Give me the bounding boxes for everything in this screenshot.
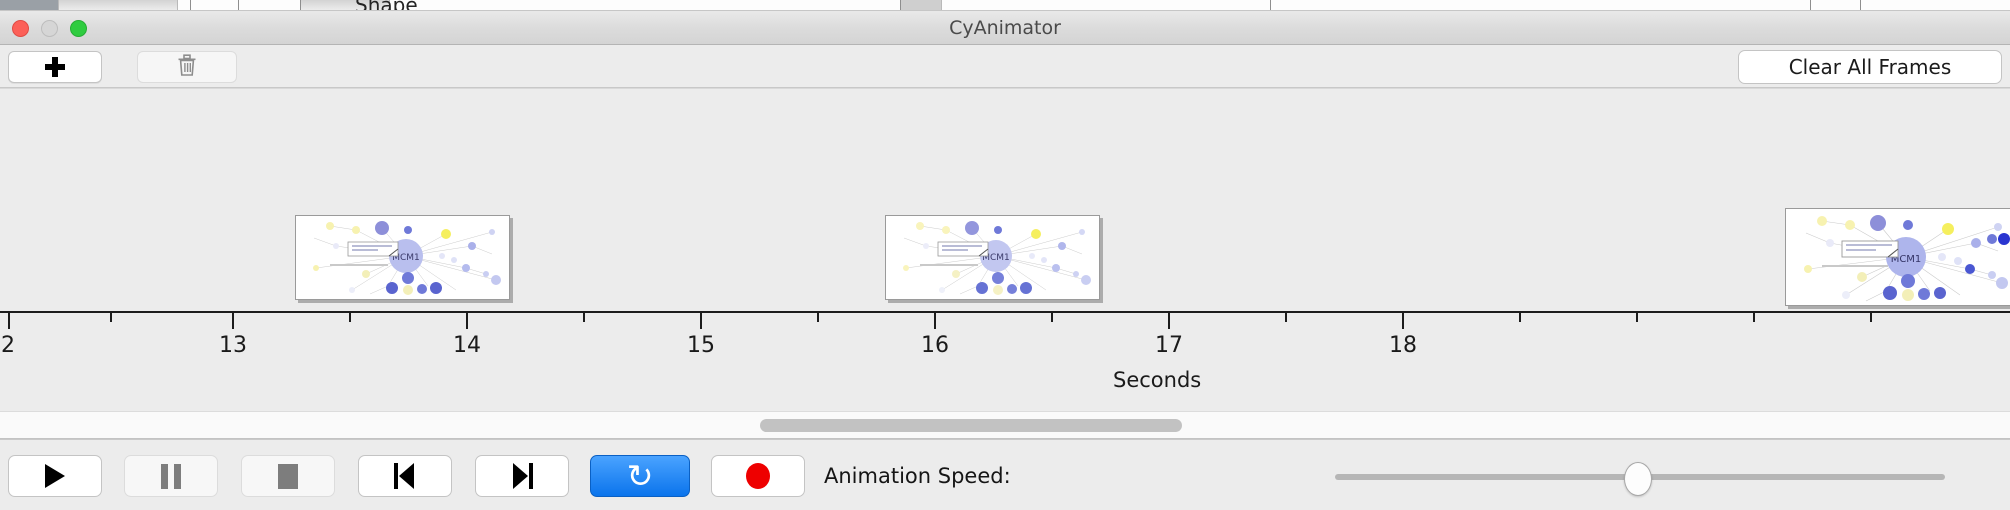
axis-tick-minor — [1519, 313, 1521, 322]
axis-tick-major — [934, 313, 936, 329]
timeline-panel[interactable]: MCM1 — [0, 88, 2010, 411]
playback-control-bar: ↻ Animation Speed: — [0, 439, 2010, 510]
axis-tick-minor — [1870, 313, 1872, 322]
axis-tick-label: 17 — [1155, 333, 1183, 358]
axis-tick-minor — [1051, 313, 1053, 322]
loop-button[interactable]: ↻ — [590, 455, 690, 497]
window-title: CyAnimator — [949, 17, 1061, 39]
skip-forward-icon — [509, 463, 535, 489]
svg-text:MCM1: MCM1 — [392, 253, 420, 263]
timeline-axis — [0, 311, 2010, 313]
axis-tick-minor — [349, 313, 351, 322]
close-button[interactable] — [12, 20, 29, 37]
add-frame-button[interactable] — [8, 51, 102, 83]
toolbar: Clear All Frames — [0, 45, 2010, 88]
timeline-scrollbar[interactable] — [0, 411, 2010, 439]
axis-tick-minor — [583, 313, 585, 322]
axis-tick-major — [1168, 313, 1170, 329]
loop-icon: ↻ — [626, 457, 654, 495]
record-icon — [746, 463, 770, 489]
timeline-frame-thumbnail[interactable]: MCM1 — [885, 215, 1100, 300]
axis-tick-minor — [817, 313, 819, 322]
background-window-strip: Shape — [0, 0, 2010, 11]
plus-icon — [45, 57, 65, 77]
skip-forward-button[interactable] — [475, 455, 569, 497]
animation-speed-label: Animation Speed: — [824, 464, 1011, 488]
axis-tick-minor — [1285, 313, 1287, 322]
skip-back-icon — [392, 463, 418, 489]
svg-text:MCM1: MCM1 — [1891, 254, 1922, 265]
minimize-button[interactable] — [41, 20, 58, 37]
axis-tick-major — [1402, 313, 1404, 329]
timeline-frame-thumbnail[interactable]: MCM1 — [1785, 208, 2010, 306]
axis-tick-label: 18 — [1389, 333, 1417, 358]
clear-all-frames-label: Clear All Frames — [1788, 55, 1952, 79]
timeline-frame-thumbnail[interactable]: MCM1 — [295, 215, 510, 300]
zoom-button[interactable] — [70, 20, 87, 37]
axis-tick-label: 15 — [687, 333, 715, 358]
axis-tick-minor — [1636, 313, 1638, 322]
pause-icon — [161, 463, 181, 489]
timeline-scrollbar-thumb[interactable] — [760, 419, 1182, 432]
axis-title: Seconds — [1113, 368, 1202, 392]
axis-tick-minor — [1753, 313, 1755, 322]
axis-tick-label: 2 — [1, 333, 15, 358]
stop-icon — [278, 463, 298, 489]
axis-tick-major — [232, 313, 234, 329]
svg-text:MCM1: MCM1 — [982, 253, 1010, 263]
background-window-text: Shape — [355, 0, 418, 11]
skip-back-button[interactable] — [358, 455, 452, 497]
trash-icon — [175, 52, 199, 82]
delete-frame-button[interactable] — [137, 51, 237, 83]
axis-tick-minor — [110, 313, 112, 322]
axis-tick-major — [466, 313, 468, 329]
clear-all-frames-button[interactable]: Clear All Frames — [1738, 50, 2002, 84]
axis-tick-major — [8, 313, 10, 329]
play-icon — [45, 464, 65, 488]
axis-tick-label: 16 — [921, 333, 949, 358]
axis-tick-label: 13 — [219, 333, 247, 358]
pause-button[interactable] — [124, 455, 218, 497]
animation-speed-slider-thumb[interactable] — [1624, 462, 1652, 496]
axis-tick-major — [700, 313, 702, 329]
axis-tick-label: 14 — [453, 333, 481, 358]
title-bar: CyAnimator — [0, 11, 2010, 45]
stop-button[interactable] — [241, 455, 335, 497]
play-button[interactable] — [8, 455, 102, 497]
record-button[interactable] — [711, 455, 805, 497]
